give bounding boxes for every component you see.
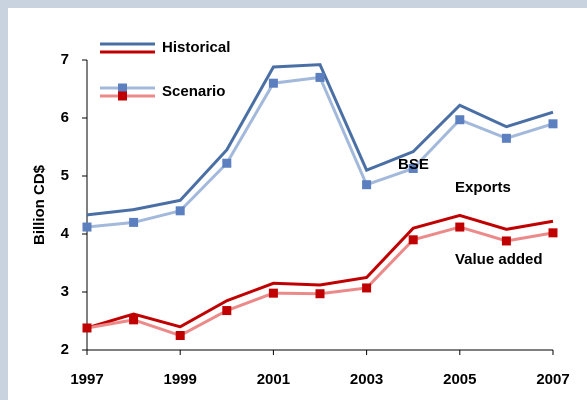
point-marker — [175, 331, 185, 340]
y-tick-label: 4 — [61, 225, 70, 242]
series-line — [86, 213, 554, 330]
point-marker — [268, 288, 278, 298]
y-tick-label: 6 — [61, 109, 69, 126]
legend-label: Historical — [162, 39, 230, 56]
annotation: Value added — [455, 251, 543, 268]
point-marker — [408, 163, 418, 173]
x-tick-label: 1997 — [70, 371, 103, 388]
x-tick-label: 1999 — [164, 371, 197, 388]
point-marker — [268, 78, 278, 88]
plot-background — [8, 8, 587, 400]
legend-label: Scenario — [162, 83, 225, 100]
y-tick-label: 3 — [61, 283, 69, 300]
x-tick-label: 2003 — [350, 371, 383, 388]
point-marker — [501, 133, 511, 143]
x-tick-label: 2001 — [257, 371, 290, 388]
point-marker — [129, 315, 139, 325]
x-tick-label: 2007 — [536, 371, 569, 388]
point-marker — [315, 289, 325, 299]
series-line — [86, 63, 554, 217]
point-marker — [455, 222, 465, 232]
point-marker — [362, 283, 372, 293]
point-marker — [362, 180, 372, 190]
y-axis-label: Billion CD$ — [31, 164, 48, 245]
y-tick-label: 2 — [61, 341, 69, 358]
annotation: Exports — [455, 179, 511, 196]
point-marker — [82, 222, 92, 232]
y-tick-label: 5 — [61, 167, 69, 184]
point-marker — [82, 323, 92, 333]
x-tick-label: 2005 — [443, 371, 476, 388]
legend-marker — [118, 83, 127, 93]
point-marker — [455, 115, 465, 125]
point-marker — [315, 72, 325, 82]
point-marker — [548, 119, 558, 129]
point-marker — [222, 158, 232, 168]
point-marker — [175, 206, 185, 216]
legend-marker — [118, 91, 127, 101]
point-marker — [408, 235, 418, 245]
y-tick-label: 7 — [61, 51, 69, 68]
point-marker — [548, 228, 558, 238]
point-marker — [501, 236, 511, 246]
point-marker — [222, 306, 232, 316]
point-marker — [129, 217, 139, 227]
annotation: BSE — [398, 156, 429, 173]
